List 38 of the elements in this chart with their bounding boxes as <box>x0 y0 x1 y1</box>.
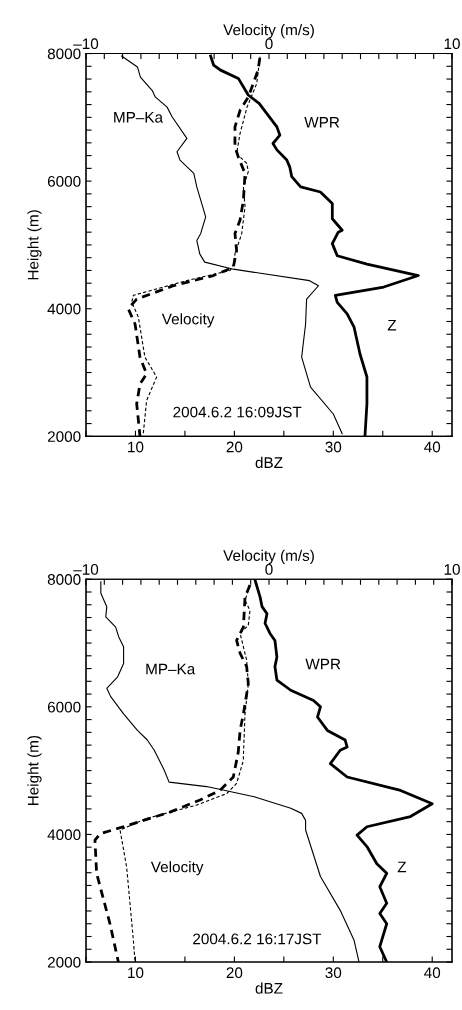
y-tick-label: 4000 <box>47 829 81 841</box>
x-tick-label: 30 <box>325 441 342 453</box>
x-tick-label: 10 <box>128 967 144 979</box>
y-tick-label: 6000 <box>47 175 81 187</box>
y-axis-title: Height (m) <box>27 210 42 280</box>
y-axis-title: Height (m) <box>27 735 42 806</box>
x-tick-label: 40 <box>424 967 441 979</box>
x2-tick-label: 10 <box>444 564 460 575</box>
x-axis-title: dBZ <box>255 982 283 994</box>
x2-tick-label: 0 <box>265 38 273 50</box>
annotation: WPR <box>305 658 341 670</box>
y-tick-label: 2000 <box>47 956 81 968</box>
annotation: MP–Ka <box>114 112 164 123</box>
y-tick-label: 2000 <box>47 431 81 443</box>
x2-tick-label: –10 <box>73 38 99 50</box>
annotation: MP–Ka <box>146 663 196 675</box>
annotation: 2004.6.2 16:17JST <box>193 933 322 945</box>
x-tick-label: 40 <box>424 441 441 453</box>
annotation: Z <box>387 319 397 331</box>
x-axis-title: dBZ <box>255 456 283 469</box>
x-tick-label: 20 <box>226 441 243 453</box>
y-tick-label: 4000 <box>47 303 81 315</box>
x2-tick-label: 0 <box>265 564 273 575</box>
x2-tick-label: 10 <box>444 38 460 50</box>
x-tick-label: 10 <box>128 441 144 453</box>
annotation: WPR <box>304 117 340 128</box>
annotation: Velocity <box>150 861 204 876</box>
y-tick-label: 8000 <box>47 48 81 60</box>
x2-axis-title: Velocity (m/s) <box>223 549 314 564</box>
annotation: 2004.6.2 16:09JST <box>173 406 302 418</box>
x2-tick-label: –10 <box>73 564 99 575</box>
x-tick-label: 20 <box>226 967 243 979</box>
y-tick-label: 6000 <box>47 701 81 713</box>
x-tick-label: 30 <box>325 967 342 979</box>
x2-axis-title: Velocity (m/s) <box>223 24 314 39</box>
annotation: Z <box>397 861 407 873</box>
y-tick-label: 8000 <box>47 574 81 585</box>
annotation: Velocity <box>161 313 215 328</box>
